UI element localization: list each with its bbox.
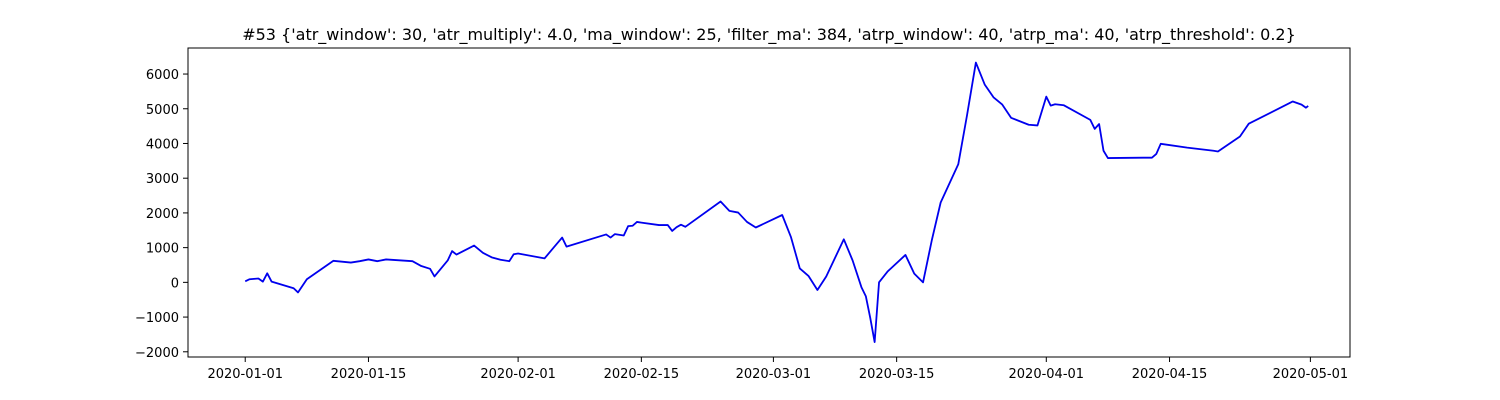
- y-tick-label: 2000: [146, 207, 179, 222]
- x-tick-label: 2020-04-01: [1009, 367, 1085, 382]
- y-tick-label: 3000: [146, 172, 179, 187]
- series-line: [244, 61, 1309, 343]
- y-tick-label: −2000: [135, 346, 179, 361]
- x-tick-label: 2020-04-15: [1132, 367, 1208, 382]
- x-tick-label: 2020-03-01: [736, 367, 812, 382]
- x-tick-label: 2020-01-01: [207, 367, 283, 382]
- y-tick-label: 6000: [146, 68, 179, 83]
- x-tick-label: 2020-03-15: [859, 367, 935, 382]
- x-axis: 2020-01-01 2020-01-15 2020-02-01 2020-02-15…: [207, 357, 1348, 382]
- y-tick-label: 0: [171, 276, 179, 291]
- plot-area-frame: [187, 47, 1351, 358]
- x-tick-label: 2020-01-15: [331, 367, 407, 382]
- y-tick-label: 4000: [146, 137, 179, 152]
- x-tick-label: 2020-02-01: [480, 367, 556, 382]
- chart-title: #53 {'atr_window': 30, 'atr_multiply': 4…: [242, 25, 1296, 45]
- y-tick-label: 1000: [146, 242, 179, 257]
- x-tick-label: 2020-02-15: [604, 367, 680, 382]
- y-axis: −2000 −1000 0 1000 2000 3000 4000 5000 6000: [135, 68, 188, 361]
- y-tick-label: 5000: [146, 103, 179, 118]
- y-tick-label: −1000: [135, 311, 179, 326]
- x-tick-label: 2020-05-01: [1273, 367, 1349, 382]
